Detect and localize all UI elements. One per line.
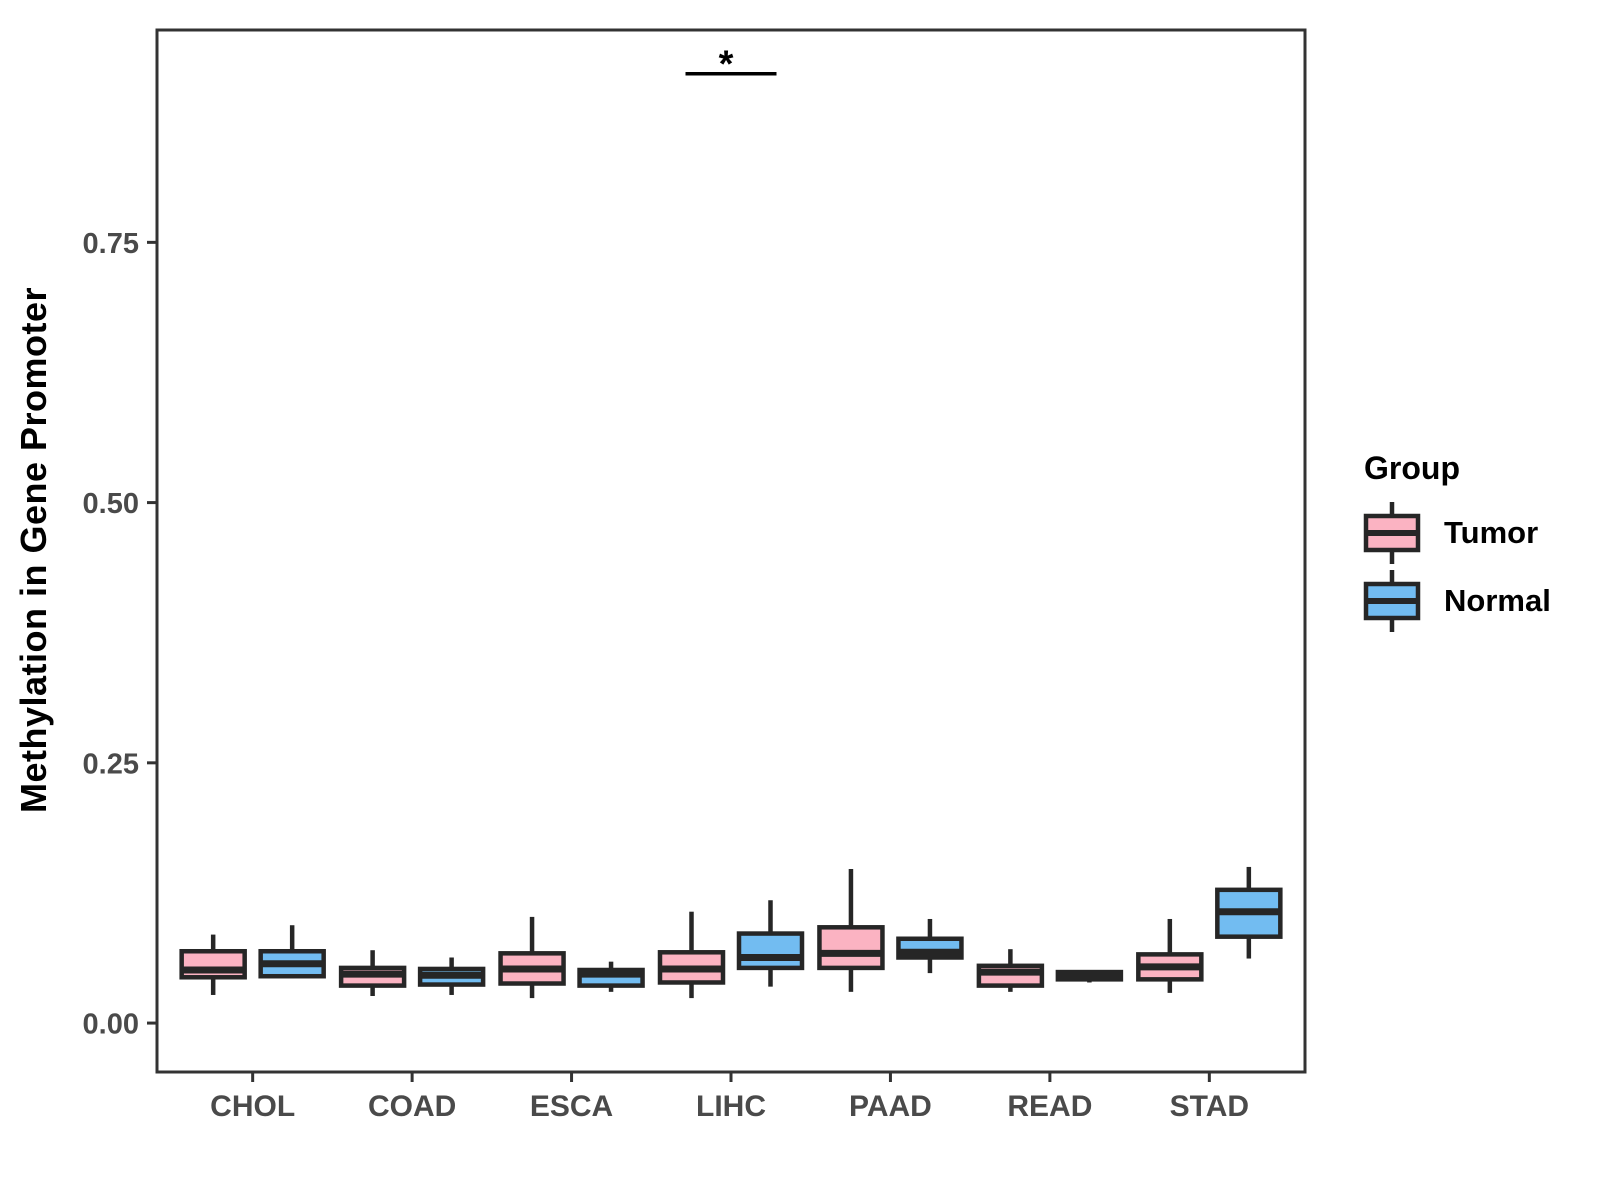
- legend-label-normal: Normal: [1444, 583, 1551, 618]
- x-tick-label: PAAD: [849, 1090, 932, 1123]
- x-tick-label: CHOL: [210, 1090, 295, 1123]
- legend-item-normal: Normal: [1362, 567, 1551, 635]
- legend-item-tumor: Tumor: [1362, 499, 1551, 567]
- legend-label-tumor: Tumor: [1444, 515, 1539, 550]
- legend: Group Tumor Normal: [1362, 450, 1551, 635]
- x-tick-label: STAD: [1170, 1090, 1249, 1123]
- x-tick-label: COAD: [368, 1090, 456, 1123]
- significance-star: *: [719, 44, 734, 86]
- y-tick-label: 0.75: [83, 228, 139, 260]
- legend-title: Group: [1364, 450, 1460, 486]
- box-LIHC-Normal: [736, 931, 805, 971]
- y-tick-label: 0.25: [83, 748, 139, 780]
- y-tick-label: 0.50: [83, 488, 139, 520]
- box-PAAD-Tumor: [817, 925, 885, 971]
- normal-boxplot-glyph: [1363, 570, 1421, 632]
- x-tick-label: ESCA: [530, 1090, 613, 1123]
- y-tick-label: 0.00: [83, 1009, 139, 1041]
- panel-border: [155, 28, 1307, 1074]
- tumor-boxplot-glyph: [1363, 502, 1421, 564]
- x-tick-label: READ: [1007, 1090, 1092, 1123]
- x-tick-label: LIHC: [696, 1090, 766, 1123]
